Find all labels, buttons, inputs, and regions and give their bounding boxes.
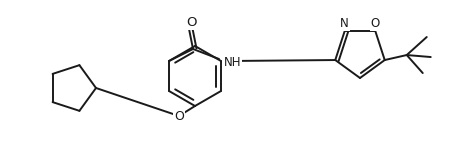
Text: NH: NH <box>223 55 241 68</box>
Text: N: N <box>339 18 349 31</box>
Text: O: O <box>185 15 196 28</box>
Text: O: O <box>174 110 183 122</box>
Text: O: O <box>370 18 379 31</box>
